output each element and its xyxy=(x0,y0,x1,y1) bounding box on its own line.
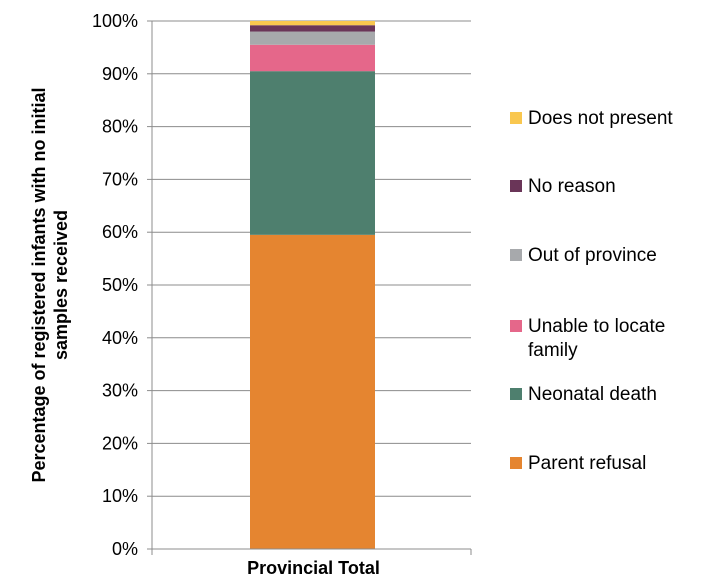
legend-swatch xyxy=(510,112,522,124)
y-tick-label: 100% xyxy=(92,11,138,31)
legend-item-no-reason: No reason xyxy=(510,176,616,197)
x-category-label: Provincial Total xyxy=(247,558,380,578)
axes xyxy=(147,20,472,555)
y-tick-labels: 0% 10% 20% 30% 40% 50% 60% 70% 80% 90% 100% xyxy=(92,11,138,559)
legend-label: Out of province xyxy=(528,245,657,266)
y-tick-label: 40% xyxy=(102,328,138,348)
x-category-labels: Provincial Total xyxy=(247,558,380,578)
legend-label: Does not present xyxy=(528,108,673,129)
y-tick-label: 0% xyxy=(112,539,138,559)
bar-segment-no-reason xyxy=(250,25,375,32)
bars xyxy=(250,21,375,549)
legend-item-neonatal-death: Neonatal death xyxy=(510,384,657,405)
y-axis-title-text: Percentage of registered infants with no… xyxy=(29,87,71,482)
y-tick-label: 30% xyxy=(102,381,138,401)
legend-swatch xyxy=(510,249,522,261)
legend-swatch xyxy=(510,180,522,192)
y-tick-label: 50% xyxy=(102,275,138,295)
legend: Does not present No reason Out of province… xyxy=(510,108,673,474)
legend-item-does-not-present: Does not present xyxy=(510,108,673,129)
bar-segment-does-not-present xyxy=(250,21,375,26)
legend-item-out-of-province: Out of province xyxy=(510,245,657,266)
legend-label: Unable to locate family xyxy=(528,316,665,361)
bar-segment-unable-to-locate-family xyxy=(250,44,375,72)
y-tick-label: 80% xyxy=(102,117,138,137)
y-tick-label: 70% xyxy=(102,169,138,189)
bar-segment-out-of-province xyxy=(250,31,375,45)
legend-label: Parent refusal xyxy=(528,453,646,474)
legend-swatch xyxy=(510,388,522,400)
legend-swatch xyxy=(510,320,522,332)
legend-item-parent-refusal: Parent refusal xyxy=(510,453,646,474)
y-axis-title: Percentage of registered infants with no… xyxy=(29,87,71,482)
legend-swatch xyxy=(510,457,522,469)
bar-segment-neonatal-death xyxy=(250,71,375,235)
y-tick-label: 90% xyxy=(102,64,138,84)
y-tick-label: 60% xyxy=(102,222,138,242)
legend-label: Neonatal death xyxy=(528,384,657,405)
legend-label: No reason xyxy=(528,176,616,197)
y-tick-label: 20% xyxy=(102,433,138,453)
bar-segment-parent-refusal xyxy=(250,234,375,549)
y-tick-label: 10% xyxy=(102,486,138,506)
legend-item-unable-to-locate-family: Unable to locate family xyxy=(510,316,665,361)
